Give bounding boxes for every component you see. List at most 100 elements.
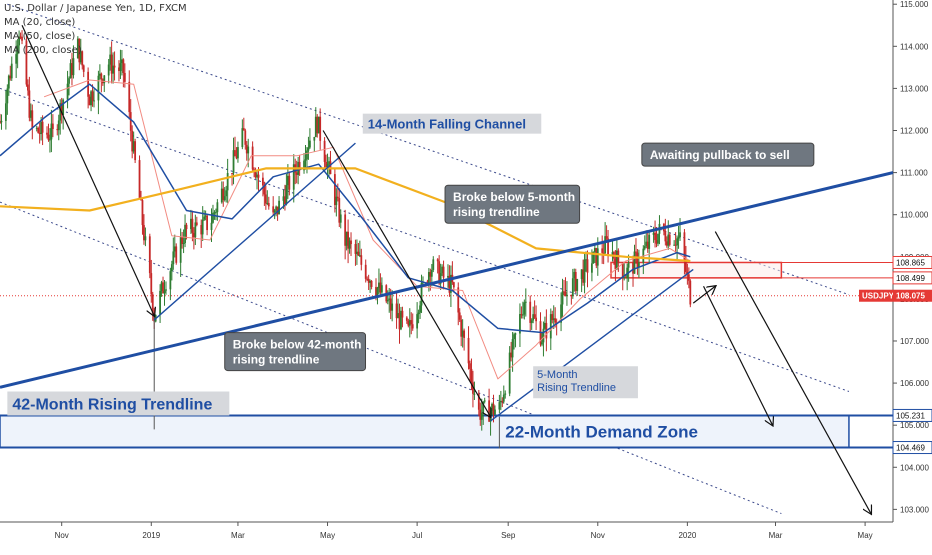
candle (66, 70, 69, 109)
candle (498, 394, 501, 414)
candle-body (405, 317, 408, 321)
candle-body (76, 38, 79, 59)
candle-body (432, 259, 435, 270)
candle-body (366, 278, 369, 280)
candle-body (237, 147, 239, 159)
candle (627, 254, 630, 282)
candle-body (93, 100, 95, 102)
candle (566, 281, 568, 306)
candle-body (284, 196, 286, 205)
candle (241, 119, 244, 150)
candle-body (615, 250, 618, 270)
candle-body (602, 252, 605, 254)
candle-body (97, 75, 100, 101)
candle (636, 249, 639, 275)
candle-body (668, 234, 671, 245)
candle (407, 318, 410, 328)
candle (432, 256, 435, 273)
y-tick-label: 113.000 (900, 84, 929, 93)
candle-body (601, 248, 604, 253)
channel-label: 14-Month Falling Channel (368, 117, 526, 132)
candle-body (7, 75, 10, 89)
candle-body (9, 75, 12, 79)
projection-arrow (714, 231, 871, 514)
candle (632, 255, 634, 287)
candle-body (192, 232, 195, 238)
candle-body (513, 334, 515, 340)
candle-body (530, 320, 533, 323)
candle-body (79, 51, 82, 63)
candle-body (144, 236, 147, 241)
candle-body (491, 403, 493, 411)
candle-body (593, 248, 596, 252)
candle (122, 58, 125, 88)
price-box-bg (892, 408, 932, 422)
candle-body (667, 234, 670, 246)
candle (71, 52, 73, 86)
candle (533, 300, 536, 319)
candle-body (673, 244, 676, 246)
candle (367, 274, 370, 290)
callout: Broke below 42-month rising trendline (224, 332, 367, 372)
candle (586, 250, 589, 288)
candle-body (611, 252, 614, 255)
candle-body (128, 81, 131, 113)
candle-body (687, 274, 690, 281)
candle-body (679, 232, 681, 238)
candle (204, 210, 207, 221)
candle (132, 131, 135, 154)
candle-body (295, 172, 298, 175)
candle (56, 124, 59, 136)
candle-body (303, 160, 305, 171)
candle-body (442, 266, 445, 278)
callout-text-line: Broke below 42-month (233, 338, 362, 352)
candle (25, 35, 28, 87)
candle-body (118, 67, 120, 71)
candle-body (429, 272, 432, 277)
candle-body (336, 196, 339, 199)
candle (194, 214, 197, 246)
candle-body (400, 310, 402, 330)
candle-body (150, 273, 153, 295)
candle-body (273, 210, 276, 213)
candle-body (40, 121, 43, 135)
candle (304, 144, 307, 170)
candle-body (477, 393, 480, 410)
candle-body (504, 393, 507, 395)
candle-body (110, 54, 113, 74)
candle (314, 107, 317, 138)
candle-body (184, 224, 186, 244)
candle-body (307, 147, 310, 151)
candle-body (347, 231, 349, 249)
candle-body (407, 320, 410, 326)
trendline-42-month (0, 171, 894, 389)
candle-body (450, 274, 452, 293)
candle (473, 381, 476, 400)
candle (79, 38, 82, 65)
candle (76, 36, 79, 59)
candle-body (376, 288, 379, 296)
candle-body (375, 286, 377, 296)
candle (585, 251, 587, 272)
candle (37, 126, 40, 134)
candle-body (245, 144, 248, 154)
candle (148, 233, 151, 279)
candle (400, 306, 402, 331)
candle (370, 279, 373, 290)
candle-body (348, 240, 351, 249)
candle (502, 385, 505, 404)
candle-body (643, 246, 646, 249)
candle (278, 196, 280, 215)
candle (573, 268, 576, 292)
candle-body (364, 264, 367, 279)
candle-body (457, 287, 460, 313)
candle (442, 260, 445, 290)
candle-body (29, 110, 32, 118)
candle-body (633, 251, 636, 274)
candle-body (272, 206, 275, 213)
x-tick-label: Nov (55, 531, 69, 540)
candle (408, 308, 411, 338)
candle-body (203, 216, 206, 220)
candle (16, 38, 19, 69)
candle (448, 265, 451, 297)
